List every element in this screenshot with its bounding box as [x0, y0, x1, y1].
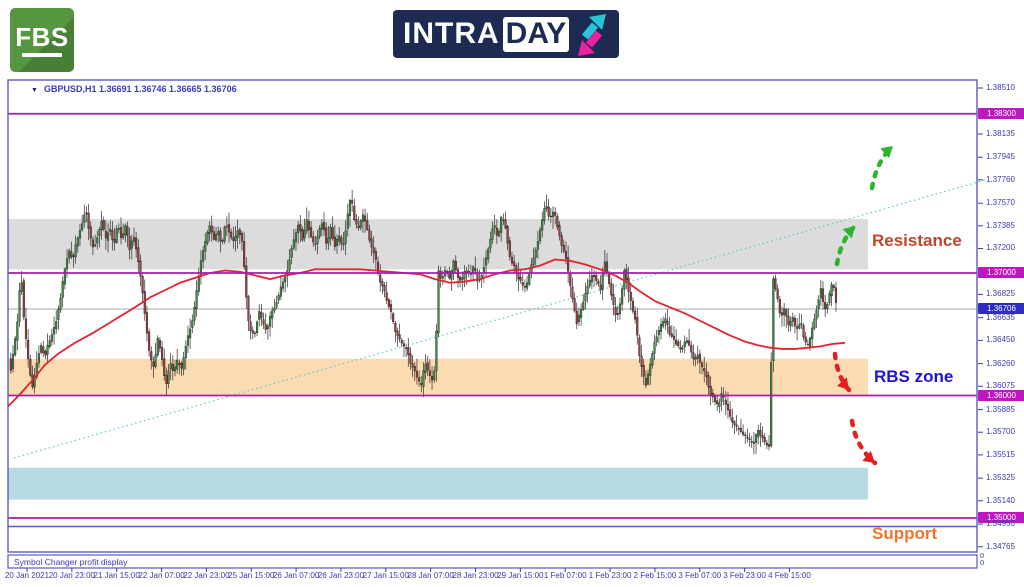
- price-axis-tag: 1.35000: [978, 512, 1024, 524]
- time-axis-label: 22 Jan 07:00: [138, 571, 185, 580]
- chart-title-bar: ▼ GBPUSD,H1 1.36691 1.36746 1.36665 1.367…: [31, 84, 237, 94]
- price-axis-label: 1.37385: [986, 220, 1015, 230]
- time-axis-label: 20 Jan 23:00: [48, 571, 95, 580]
- resistance-zone[interactable]: [8, 219, 868, 270]
- rbs-zone[interactable]: [8, 358, 868, 396]
- price-axis-label: 1.38135: [986, 128, 1015, 138]
- price-axis-label: 1.36075: [986, 381, 1015, 391]
- time-axis-label: 1 Feb 07:00: [543, 571, 587, 580]
- indicator-subwindow-label: Symbol Changer profit display: [14, 557, 128, 567]
- time-axis-label: 26 Jan 23:00: [317, 571, 365, 580]
- price-axis-label: 1.36450: [986, 335, 1015, 345]
- rbs-zone-label[interactable]: RBS zone: [874, 367, 954, 386]
- price-axis-label: 1.34765: [986, 541, 1015, 551]
- intraday-logo-day-box: DAY: [502, 16, 570, 52]
- indicator-axis-value: 0: [980, 558, 985, 567]
- price-axis-label: 1.37570: [986, 198, 1015, 208]
- intraday-logo: INTRA DAY: [393, 10, 620, 58]
- chart-borders: [7, 79, 978, 569]
- price-axis-label: 1.36825: [986, 289, 1015, 299]
- price-axis-label: 1.36635: [986, 312, 1015, 322]
- price-axis-label: 1.35885: [986, 404, 1015, 414]
- time-axis-label: 2 Feb 15:00: [633, 571, 677, 580]
- candlesticks: [9, 189, 838, 455]
- support-label[interactable]: Support: [872, 524, 938, 543]
- time-axis-label: 29 Jan 15:00: [497, 571, 544, 580]
- price-axis-tag: 1.36000: [978, 389, 1024, 401]
- breakout-up-arrow[interactable]: [869, 143, 896, 191]
- time-axis-label: 26 Jan 07:00: [272, 571, 320, 580]
- resistance-label[interactable]: Resistance: [872, 231, 962, 250]
- price-axis-label: 1.35140: [986, 495, 1015, 505]
- time-axis-label: 3 Feb 07:00: [678, 571, 722, 580]
- intraday-arrows-icon: [578, 14, 607, 56]
- rbs-breakdown-arrow[interactable]: [832, 351, 852, 393]
- symbol-dropdown-icon[interactable]: ▼: [31, 87, 38, 94]
- time-axis-label: 28 Jan 07:00: [407, 571, 454, 580]
- ascending-trendline[interactable]: [13, 179, 986, 459]
- price-axis-label: 1.37945: [986, 152, 1015, 162]
- price-axis-label: 1.38510: [986, 83, 1015, 92]
- price-axis-label: 1.36260: [986, 358, 1015, 368]
- chart-title-text: GBPUSD,H1 1.36691 1.36746 1.36665 1.3670…: [43, 84, 237, 94]
- time-axis-label: 22 Jan 23:00: [183, 571, 230, 580]
- price-axis-label: 1.35700: [986, 427, 1015, 437]
- price-axis-label: 1.37760: [986, 174, 1015, 184]
- fbs-logo-underline: [22, 52, 62, 57]
- support-target-arrow[interactable]: [849, 418, 878, 466]
- support-zone[interactable]: [8, 467, 868, 500]
- time-axis-label: 21 Jan 15:00: [93, 571, 140, 580]
- fbs-logo-text: FBS: [15, 21, 69, 52]
- time-axis-label: 25 Jan 15:00: [228, 571, 275, 580]
- time-axis-label: 1 Feb 23:00: [588, 571, 632, 580]
- axis-ticks: [26, 87, 983, 572]
- price-axis-tag: 1.36706: [978, 303, 1024, 315]
- resistance-test-arrow[interactable]: [834, 223, 858, 267]
- time-axis-label: 3 Feb 23:00: [723, 571, 766, 580]
- fbs-logo: FBS: [10, 8, 74, 72]
- intraday-logo-text: INTRA: [403, 17, 500, 50]
- indicator-axis-value: 0: [980, 551, 985, 560]
- price-axis-label: 1.37200: [986, 243, 1015, 253]
- price-axis-tag: 1.38300: [978, 108, 1024, 120]
- time-axis-label: 4 Feb 15:00: [768, 571, 811, 580]
- time-axis-label: 20 Jan 2021: [4, 571, 50, 580]
- time-axis-label: 27 Jan 15:00: [362, 571, 409, 580]
- moving-average-line: [7, 258, 846, 408]
- price-axis-tag: 1.37000: [978, 267, 1024, 279]
- price-axis-label: 1.34950: [986, 519, 1015, 529]
- price-axis-label: 1.35515: [986, 449, 1015, 459]
- time-axis-label: 28 Jan 23:00: [452, 571, 499, 580]
- price-axis-label: 1.35325: [986, 473, 1015, 483]
